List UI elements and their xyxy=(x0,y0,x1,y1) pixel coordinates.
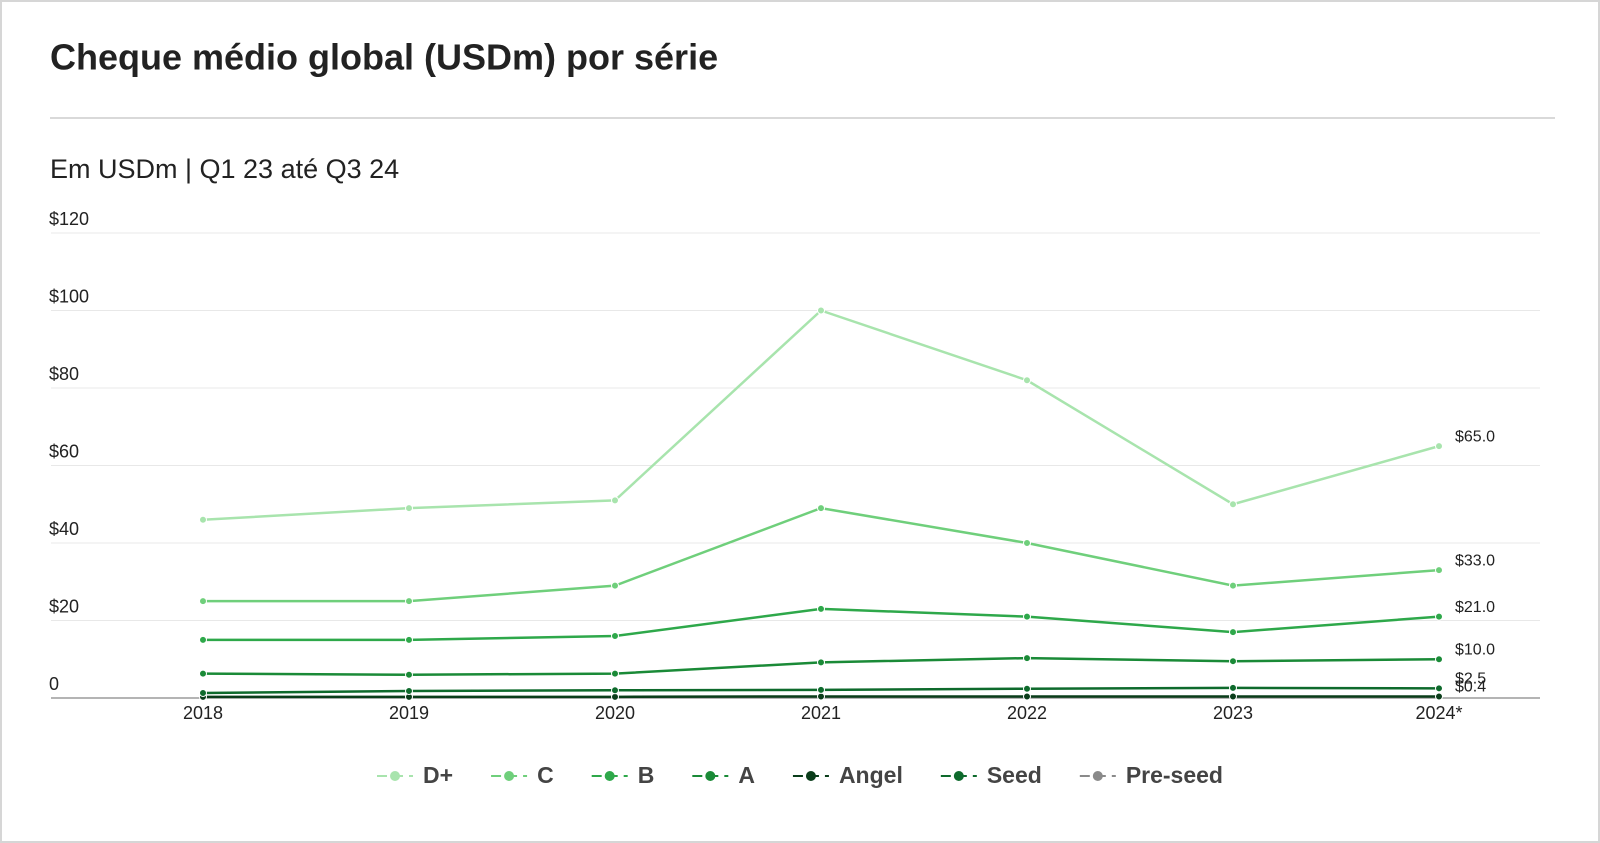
y-tick-label: $100 xyxy=(49,286,89,306)
data-point xyxy=(405,687,413,696)
data-label: $33.0 xyxy=(1455,552,1495,569)
legend-label: Angel xyxy=(839,762,903,788)
legend-item: D+ xyxy=(377,762,453,788)
data-point xyxy=(817,685,825,694)
data-point xyxy=(199,688,207,697)
data-point xyxy=(1229,657,1237,666)
legend-label: C xyxy=(537,762,554,788)
data-point xyxy=(405,670,413,679)
data-point xyxy=(817,504,825,513)
data-point xyxy=(817,658,825,667)
data-point xyxy=(199,597,207,606)
data-point xyxy=(817,692,825,701)
y-tick-label: $120 xyxy=(49,209,89,229)
chart-title: Cheque médio global (USDm) por série xyxy=(50,37,718,78)
data-label: $0.4 xyxy=(1455,679,1486,696)
data-label: $2.5 xyxy=(1455,671,1486,688)
legend-item: Pre-seed xyxy=(1079,762,1223,788)
data-point xyxy=(1435,692,1443,701)
legend-label: Pre-seed xyxy=(1126,762,1223,788)
legend-label: B xyxy=(638,762,655,788)
x-tick-label: 2020 xyxy=(595,703,635,723)
data-point xyxy=(1229,683,1237,692)
data-point xyxy=(1435,684,1443,693)
data-point xyxy=(1229,500,1237,509)
legend-symbol xyxy=(953,771,964,781)
y-tick-label: $80 xyxy=(49,364,79,384)
data-point xyxy=(199,515,207,524)
data-point xyxy=(1229,692,1237,701)
legend-symbol xyxy=(705,771,716,781)
data-point xyxy=(405,504,413,513)
data-point xyxy=(611,669,619,678)
data-point xyxy=(611,632,619,640)
data-point xyxy=(405,635,413,644)
legend-symbol xyxy=(390,771,401,781)
legend-label: Seed xyxy=(987,762,1042,788)
data-point xyxy=(817,604,825,613)
x-tick-label: 2024* xyxy=(1415,703,1462,723)
legend-item: A xyxy=(692,762,755,788)
data-point xyxy=(1023,692,1031,701)
data-point xyxy=(405,597,413,606)
legend-item: C xyxy=(491,762,554,788)
data-point xyxy=(1435,655,1443,664)
data-point xyxy=(1023,376,1031,385)
legend-item: B xyxy=(591,762,655,788)
x-tick-label: 2019 xyxy=(389,703,429,723)
legend-symbol xyxy=(1092,771,1103,781)
x-tick-label: 2021 xyxy=(801,703,841,723)
data-point xyxy=(1023,612,1031,621)
data-point xyxy=(199,635,207,644)
y-tick-label: $20 xyxy=(49,596,79,616)
x-tick-label: 2023 xyxy=(1213,703,1253,723)
legend-symbol xyxy=(604,771,615,781)
data-point xyxy=(1435,566,1443,575)
legend-item: Seed xyxy=(940,762,1042,788)
legend-symbol xyxy=(504,771,515,781)
chart-subtitle: Em USDm | Q1 23 até Q3 24 xyxy=(50,154,399,184)
legend-label: A xyxy=(738,762,755,788)
legend: D+ C B A Angel Seed Pre-seed xyxy=(377,762,1223,788)
legend-item: Angel xyxy=(792,762,903,788)
data-point xyxy=(611,692,619,701)
legend-symbol xyxy=(805,771,816,781)
data-point xyxy=(611,686,619,695)
x-tick-label: 2022 xyxy=(1007,703,1047,723)
y-tick-label: $60 xyxy=(49,441,79,461)
y-tick-label: 0 xyxy=(49,674,59,694)
data-label: $21.0 xyxy=(1455,599,1495,616)
x-tick-label: 2018 xyxy=(183,703,223,723)
data-point xyxy=(1023,684,1031,693)
data-point xyxy=(611,581,619,590)
data-point xyxy=(199,669,207,678)
data-point xyxy=(611,496,619,505)
legend-label: D+ xyxy=(423,762,453,788)
data-point xyxy=(1229,581,1237,590)
data-point xyxy=(1023,654,1031,663)
data-point xyxy=(1435,612,1443,621)
data-point xyxy=(817,306,825,315)
data-point xyxy=(1229,628,1237,637)
data-point xyxy=(1435,442,1443,451)
data-label: $10.0 xyxy=(1455,641,1495,658)
data-point xyxy=(1023,539,1031,547)
y-tick-label: $40 xyxy=(49,519,79,539)
data-label: $65.0 xyxy=(1455,428,1495,445)
